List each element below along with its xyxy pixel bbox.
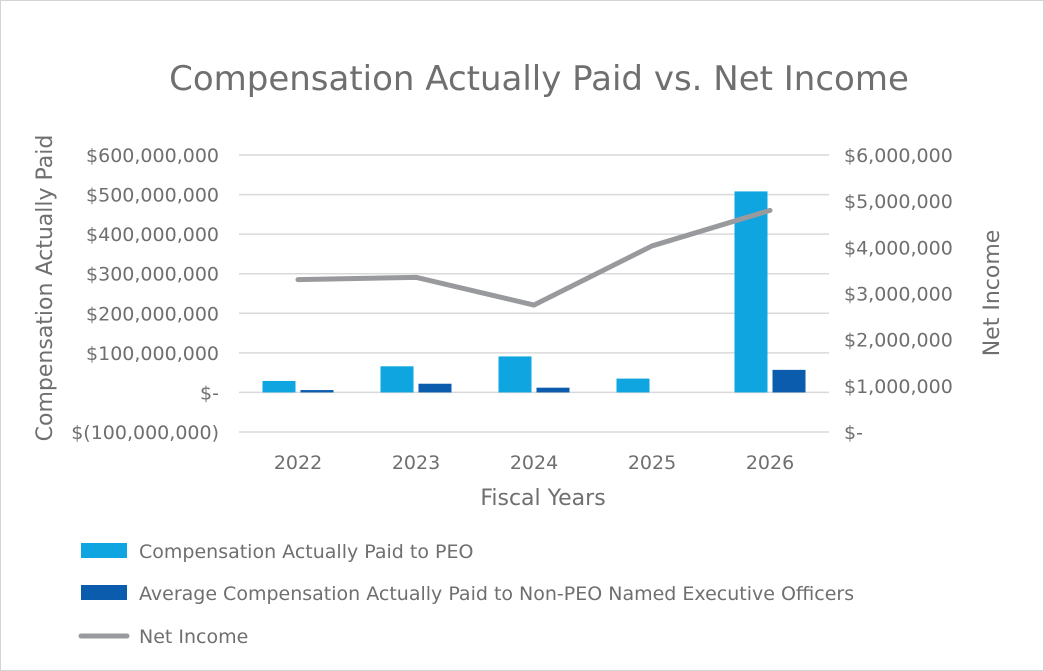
net-income-line-group	[295, 207, 773, 308]
x-tick-label: 2023	[392, 452, 440, 474]
x-axis-label: Fiscal Years	[480, 486, 605, 511]
left-axis-ticks: $(100,000,000) $- $100,000,000 $200,000,000…	[71, 145, 219, 444]
right-axis-ticks: $- $1,000,000 $2,000,000 $3,000,000 $4,000,0…	[844, 145, 953, 444]
y-tick-label: $600,000,000	[86, 145, 219, 167]
bar-peo	[616, 378, 650, 393]
x-tick-label: 2025	[628, 452, 676, 474]
y-tick-label: $400,000,000	[86, 224, 219, 246]
legend-swatch	[81, 585, 127, 600]
legend-label: Net Income	[139, 626, 248, 648]
y2-tick-label: $4,000,000	[844, 237, 953, 259]
y-axis-label: Compensation Actually Paid	[33, 135, 58, 442]
y2-tick-label: $1,000,000	[844, 376, 953, 398]
bar-non-peo	[300, 390, 334, 393]
bar-non-peo	[536, 387, 570, 393]
bars	[262, 191, 806, 393]
gridlines	[239, 154, 829, 433]
y2-axis-label: Net Income	[980, 230, 1005, 357]
y-tick-label: $300,000,000	[86, 264, 219, 286]
y2-tick-label: $5,000,000	[844, 191, 953, 213]
y2-tick-label: $3,000,000	[844, 284, 953, 306]
legend: Compensation Actually Paid to PEO Average…	[78, 541, 854, 648]
x-axis-ticks: 2022 2023 2024 2025 2026	[274, 452, 794, 474]
x-tick-label: 2026	[746, 452, 794, 474]
bar-peo	[734, 191, 768, 393]
bar-peo	[498, 356, 532, 393]
x-tick-label: 2024	[510, 452, 558, 474]
x-tick-label: 2022	[274, 452, 322, 474]
y2-tick-label: $6,000,000	[844, 145, 953, 167]
legend-swatch	[81, 543, 127, 558]
y-tick-label: $100,000,000	[86, 343, 219, 365]
bar-non-peo	[418, 383, 452, 393]
net-income-line	[295, 207, 773, 308]
y2-tick-label: $2,000,000	[844, 330, 953, 352]
y-tick-label: $-	[200, 382, 219, 404]
chart-title: Compensation Actually Paid vs. Net Incom…	[169, 59, 909, 99]
y-tick-label: $200,000,000	[86, 303, 219, 325]
bar-non-peo	[772, 369, 806, 393]
y2-tick-label: $-	[844, 422, 863, 444]
bar-peo	[262, 380, 296, 393]
y-tick-label: $500,000,000	[86, 185, 219, 207]
legend-label: Average Compensation Actually Paid to No…	[139, 583, 854, 605]
legend-label: Compensation Actually Paid to PEO	[139, 541, 473, 563]
bar-peo	[380, 366, 414, 393]
y-tick-label: $(100,000,000)	[71, 422, 219, 444]
